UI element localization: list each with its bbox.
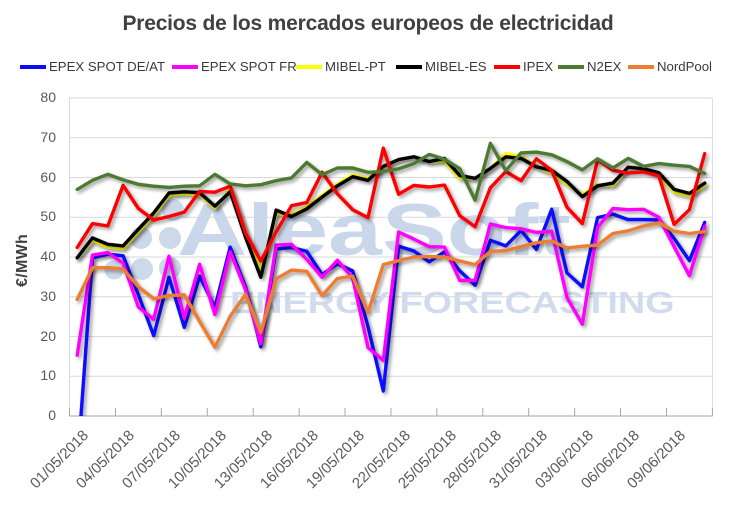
svg-text:ENERGY FORECASTING: ENERGY FORECASTING [230, 286, 675, 320]
